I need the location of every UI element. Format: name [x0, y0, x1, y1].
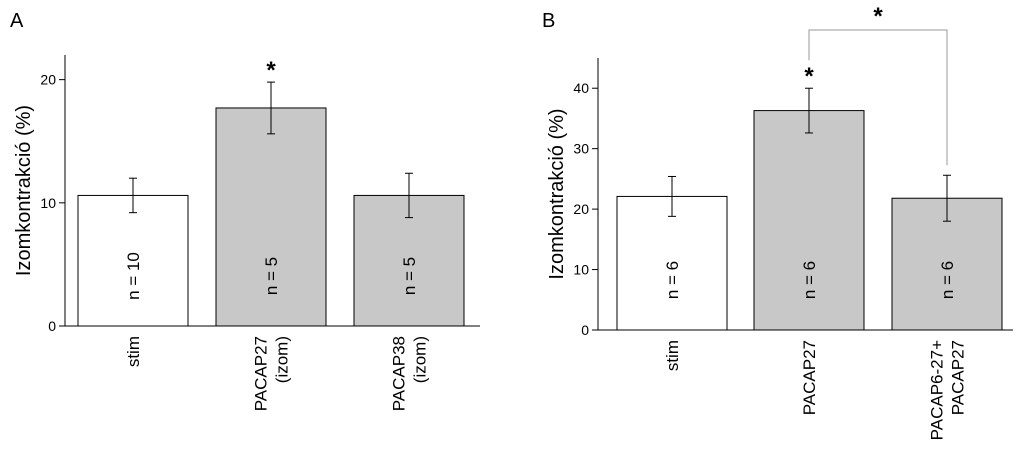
category-label: (izom)	[411, 336, 430, 383]
y-tick-label: 30	[573, 141, 589, 157]
category-label: PACAP27	[800, 340, 819, 415]
y-axis-label: Izomkontrakció (%)	[546, 108, 568, 279]
y-tick-label: 10	[573, 262, 589, 278]
category-label: PACAP6-27+	[928, 340, 947, 440]
panel-a: A 0 10 20 Izomkontrakció (%) n = 10 stim n = 5 *…	[10, 10, 480, 411]
y-tick-label: 20	[573, 201, 589, 217]
n-label: n = 6	[663, 261, 682, 299]
category-label: (izom)	[273, 336, 292, 383]
n-label: n = 10	[124, 252, 143, 300]
y-tick-label: 0	[581, 322, 589, 338]
y-tick-label: 0	[48, 318, 56, 334]
y-tick-label: 20	[40, 72, 56, 88]
category-label: PACAP27	[949, 340, 968, 415]
panel-letter: A	[10, 10, 24, 32]
significance-star: *	[804, 63, 814, 90]
category-label: stim	[124, 336, 143, 367]
panel-letter: B	[542, 10, 555, 32]
significance-star: *	[266, 57, 276, 84]
bar	[753, 110, 865, 331]
n-label: n = 6	[800, 261, 819, 299]
significance-bracket	[808, 29, 948, 166]
n-label: n = 5	[400, 257, 419, 295]
category-label: stim	[663, 340, 682, 371]
panel-b: B 0 10 20 30 40 Izomkontrakció (%) n = 6 stim n =…	[542, 3, 1013, 440]
bracket-star: *	[873, 3, 883, 30]
y-tick-label: 10	[40, 195, 56, 211]
category-label: PACAP38	[390, 336, 409, 411]
n-label: n = 5	[262, 257, 281, 295]
y-tick-label: 40	[573, 80, 589, 96]
bar	[77, 194, 189, 327]
category-label: PACAP27	[252, 336, 271, 411]
y-axis-label: Izomkontrakció (%)	[13, 105, 35, 276]
bar	[215, 107, 327, 327]
n-label: n = 6	[938, 261, 957, 299]
